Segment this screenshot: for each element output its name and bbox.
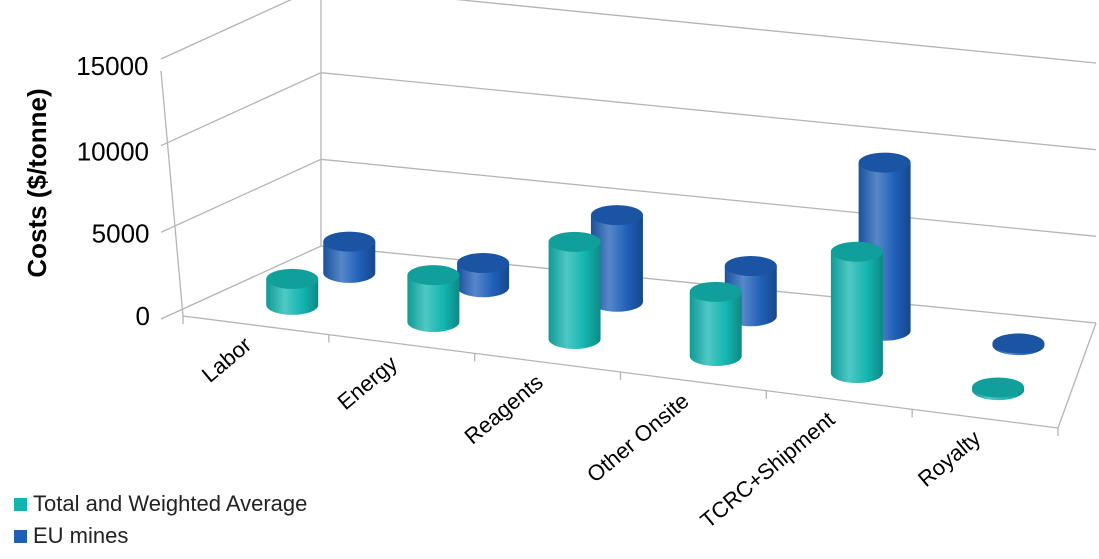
bar-top (457, 253, 510, 274)
y-axis-label: Costs ($/tonne) (22, 88, 52, 277)
bar-body (323, 241, 376, 283)
category-label: Labor (197, 332, 256, 387)
y-axis-ticks: 0 5000 10000 15000 (76, 51, 150, 331)
gridline (160, 0, 1097, 64)
category-label: Other Onsite (582, 388, 694, 487)
bar-top (992, 333, 1045, 354)
category-label: Royalty (913, 425, 985, 491)
bar-top (972, 377, 1025, 398)
bar-top (323, 231, 376, 252)
bar-top (724, 255, 777, 276)
bar-body (407, 275, 460, 332)
bar-top (689, 281, 742, 302)
y-tick-label: 10000 (77, 136, 149, 166)
category-label: Energy (332, 351, 401, 415)
bar (830, 241, 883, 384)
bar (689, 281, 742, 367)
legend: Total and Weighted Average EU mines (14, 488, 307, 552)
bar-top (407, 265, 460, 286)
legend-item-series-2: EU mines (14, 520, 307, 552)
y-tick-label: 5000 (92, 219, 150, 249)
bar (548, 231, 601, 349)
category-label: Reagents (460, 369, 548, 449)
series-total-weighted-average (266, 231, 1025, 401)
bar (972, 377, 1025, 401)
bar-top (590, 205, 643, 226)
bar (407, 265, 460, 332)
y-tick-label: 15000 (76, 51, 148, 81)
y-tick-label: 0 (136, 301, 150, 331)
legend-item-series-1: Total and Weighted Average (14, 488, 307, 520)
legend-label-series-2: EU mines (33, 523, 129, 548)
bar (457, 253, 510, 298)
bar-top (858, 152, 911, 173)
bar-body (266, 278, 319, 315)
y-axis-line (160, 70, 184, 317)
bar (323, 231, 376, 283)
legend-swatch-series-1 (14, 497, 27, 511)
bar-body (590, 215, 643, 312)
bar-top (830, 241, 883, 262)
bar-body (689, 291, 742, 367)
gridline (160, 72, 1097, 151)
legend-swatch-series-2 (14, 529, 27, 543)
bar (266, 268, 319, 315)
series-eu-mines (323, 152, 1045, 356)
bar (590, 205, 643, 312)
bar-body (548, 241, 601, 349)
floor-right-edge (1057, 322, 1097, 429)
bar-top (548, 231, 601, 252)
legend-label-series-1: Total and Weighted Average (33, 491, 308, 516)
bar (992, 333, 1045, 356)
bar-top (266, 268, 319, 289)
bar-body (830, 251, 883, 384)
chart-gridlines (160, 0, 1097, 436)
category-label: TCRC+Shipment (696, 407, 840, 533)
